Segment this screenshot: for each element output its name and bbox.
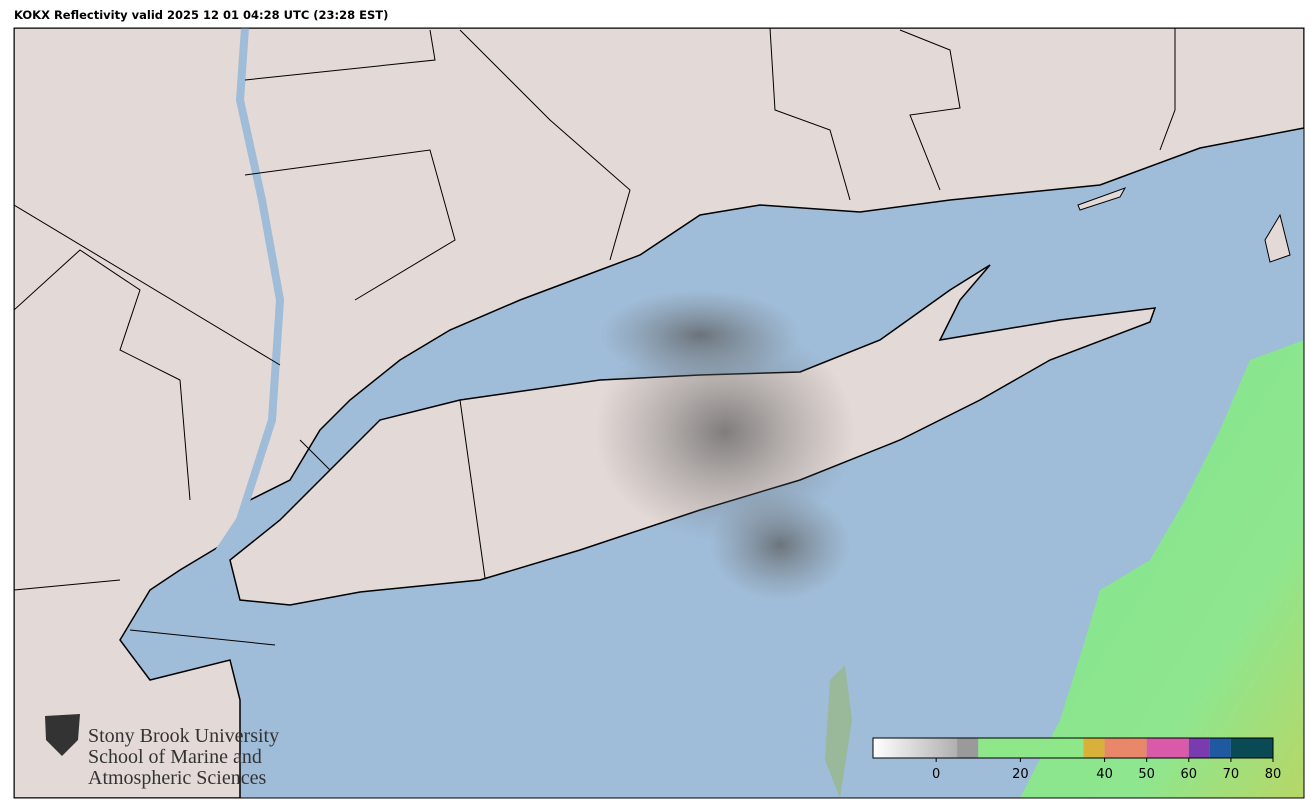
colorbar-band [957,738,979,758]
logo-shield [45,714,80,756]
colorbar-band [1104,738,1147,758]
colorbar-tick-label: 70 [1223,767,1240,782]
colorbar-tick-label: 20 [1012,767,1029,782]
colorbar-band [978,738,1084,758]
fishers-island [1077,187,1127,211]
ground-clutter [710,490,850,600]
colorbar-band [1209,738,1231,758]
mainland [14,28,1304,798]
logo-line: School of Marine and [88,746,262,768]
colorbar-tick-label: 80 [1265,767,1282,782]
colorbar-tick-label: 40 [1096,767,1113,782]
colorbar-tick-label: 50 [1138,767,1155,782]
ground-clutter [600,290,800,380]
logo-line: Stony Brook University [88,725,279,747]
colorbar-band [1188,738,1210,758]
colorbar-band [1230,738,1273,758]
colorbar-band [1146,738,1189,758]
precipitation [1020,340,1304,798]
colorbar: 0 20 40 50 60 70 80 [872,737,1282,782]
hudson-river [148,28,285,604]
colorbar-band [1083,738,1105,758]
colorbar-tick-label: 60 [1181,767,1198,782]
map-title: KOKX Reflectivity valid 2025 12 01 04:28… [14,8,389,22]
map-frame [13,27,1305,799]
precipitation [825,665,852,798]
ground-clutter [595,322,855,542]
logo-line: Atmospheric Sciences [88,767,266,789]
colorbar-frame [872,737,1274,759]
colorbar-band [873,738,958,758]
colorbar-tick-label: 0 [932,767,940,782]
map-layer [14,28,1304,798]
borders [14,28,1176,646]
logo: Stony Brook University School of Marine … [45,714,279,789]
block-island [1264,213,1291,263]
